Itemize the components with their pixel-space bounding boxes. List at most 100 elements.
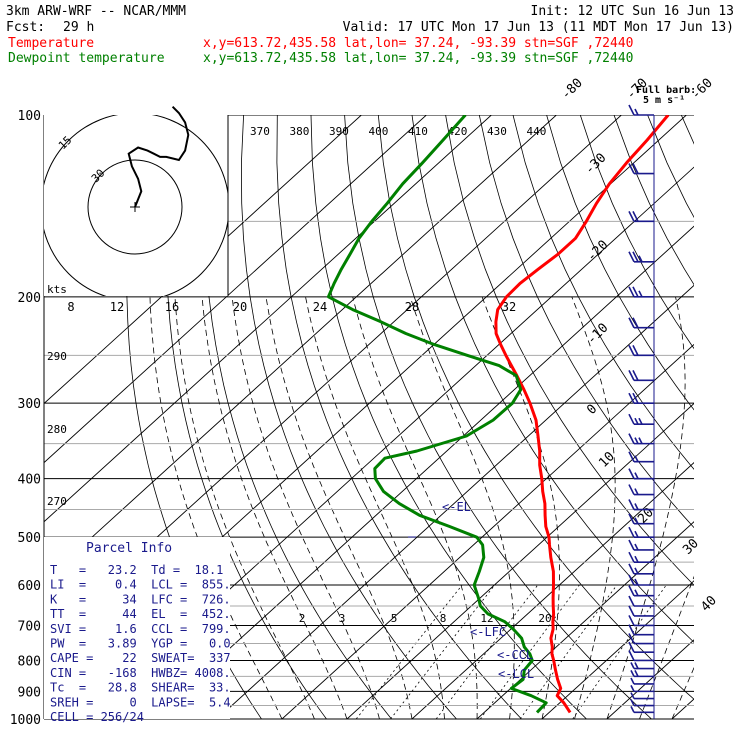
- isotherm-line: [44, 115, 492, 523]
- wind-barb-flag: [632, 251, 639, 263]
- moist-adiabat-line: [265, 296, 413, 719]
- isotherm-line: [44, 115, 362, 405]
- hodograph-speed-label: 12: [110, 300, 124, 314]
- wind-barb: [630, 670, 654, 678]
- wind-barb: [628, 526, 654, 538]
- wind-barb-flag: [628, 615, 635, 626]
- pressure-tick-label: 500: [18, 531, 41, 546]
- pressure-tick-label: 200: [18, 291, 41, 306]
- wind-barb-flag: [628, 574, 635, 586]
- wind-barb-half: [634, 455, 639, 463]
- parcel-info-row: LI = 0.4 LCL = 855.: [50, 578, 231, 592]
- wind-barb: [628, 286, 654, 298]
- dewpoint-location: x,y=613.72,435.58 lat,lon= 37.24, -93.39…: [203, 51, 633, 66]
- wind-barb-half: [634, 670, 639, 677]
- wind-barb-flag: [632, 163, 639, 174]
- dry-adiabat-line: [647, 115, 694, 218]
- dry-adiabat-line: [478, 115, 694, 529]
- wind-barb-flag: [628, 513, 635, 525]
- wind-barb: [628, 624, 654, 636]
- theta-label: 410: [408, 125, 428, 138]
- wind-barb-half: [634, 488, 639, 495]
- wind-barb-half: [634, 555, 639, 563]
- isotherm-line: [476, 521, 694, 719]
- dry-adiabat-line: [715, 115, 740, 719]
- wind-barb: [628, 451, 654, 463]
- pressure-tick-label: 900: [18, 685, 41, 700]
- wind-barb: [628, 574, 654, 586]
- theta-label: 280: [47, 423, 67, 436]
- wind-barb: [630, 685, 654, 693]
- isotherm-line: [216, 284, 694, 719]
- wind-barb-flag: [628, 605, 635, 617]
- temperature-location: x,y=613.72,435.58 lat,lon= 37.24, -93.39…: [203, 36, 633, 51]
- theta-label: 400: [369, 125, 389, 138]
- moist-adiabat-line: [639, 575, 694, 719]
- mixing-ratio-label: 2: [299, 612, 306, 625]
- wind-barb-flag: [628, 413, 635, 425]
- forecast-hour: 29 h: [63, 20, 94, 35]
- mixing-ratio-label: 8: [440, 612, 447, 625]
- dewpoint-profile-line: [326, 115, 548, 714]
- isotherm-line: [411, 462, 694, 719]
- dry-adiabat-line: [546, 115, 694, 411]
- wind-barb-half: [638, 290, 643, 298]
- mixing-ratio-line: [355, 584, 463, 719]
- wind-barb-half: [638, 255, 643, 263]
- theta-label: 440: [527, 125, 547, 138]
- isotherm-tick-label: -20: [584, 238, 611, 265]
- isotherm-line: [281, 343, 694, 719]
- wind-barb: [628, 641, 654, 653]
- dry-adiabat-line: [512, 115, 694, 470]
- parcel-info-row: TT = 44 EL = 452.: [50, 607, 231, 621]
- wind-barb-half: [630, 706, 635, 713]
- wind-barb-flag: [628, 551, 635, 563]
- wind-barb-flag: [632, 211, 639, 222]
- isotherm-line: [541, 580, 694, 719]
- dry-adiabat-line: [613, 115, 694, 286]
- temperature-legend: Temperature: [8, 36, 94, 51]
- wind-barb-flag: [628, 369, 635, 381]
- wind-barb-flag: [628, 451, 635, 463]
- hodograph-speed-label: 32: [502, 300, 516, 314]
- pressure-tick-label: 1000: [10, 713, 41, 728]
- pressure-tick-label: 800: [18, 654, 41, 669]
- wind-barb-flag: [628, 317, 635, 329]
- theta-label: 270: [47, 495, 67, 508]
- wind-barb-half: [638, 417, 643, 425]
- model-title: 3km ARW-WRF -- NCAR/MMM: [6, 4, 186, 19]
- barb-legend-line1: Full barb:: [636, 85, 696, 96]
- wind-barb: [630, 699, 654, 707]
- isotherm-tick-label: 40: [698, 593, 720, 615]
- mixing-ratio-label: 20: [538, 612, 551, 625]
- wind-barb-half: [634, 530, 639, 538]
- wind-barb-flag: [628, 563, 635, 575]
- wind-barb-flag: [628, 468, 635, 480]
- wind-barb-flag: [632, 317, 639, 329]
- wind-barb-half: [630, 670, 635, 677]
- hodograph-units-label: kts: [47, 283, 67, 296]
- isotherm-tick-label: 30: [680, 536, 702, 558]
- level-marker-label: <-LCL: [498, 667, 534, 681]
- theta-label: 430: [487, 125, 507, 138]
- hodograph-speed-label: 20: [233, 300, 247, 314]
- level-marker-label: <-CCL: [497, 648, 533, 662]
- dry-adiabat-line: [579, 115, 694, 350]
- wind-barb-half: [634, 662, 639, 669]
- wind-barb: [628, 468, 654, 480]
- wind-barb-half: [630, 685, 635, 692]
- wind-barb: [628, 369, 654, 382]
- wind-barb-flag: [628, 633, 635, 644]
- wind-barb: [628, 104, 654, 116]
- wind-barb-flag: [632, 286, 639, 298]
- wind-barb: [628, 513, 654, 525]
- wind-barb: [628, 585, 654, 597]
- dewpoint-legend: Dewpoint temperature: [8, 51, 165, 66]
- parcel-info-row: CIN = -168 HWBZ= 4008.: [50, 666, 231, 680]
- wind-barb: [628, 595, 654, 607]
- hodograph-rings: [44, 115, 228, 296]
- wind-barb: [630, 677, 654, 685]
- wind-barb-flag: [632, 369, 639, 381]
